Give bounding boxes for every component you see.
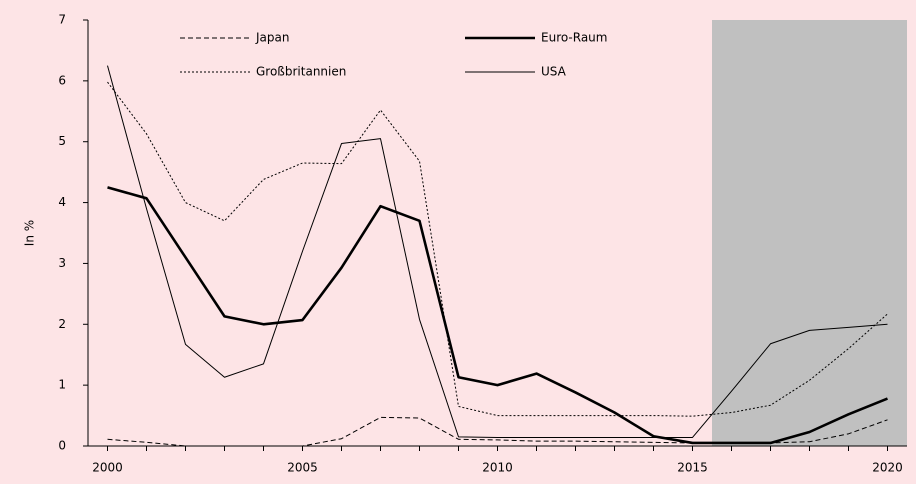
series-line xyxy=(107,81,888,417)
y-tick-label: 0 xyxy=(58,439,66,453)
x-tick-label: 2000 xyxy=(92,461,123,475)
y-tick-label: 1 xyxy=(58,378,66,392)
legend-label: Großbritannien xyxy=(256,65,346,79)
legend-label: Euro-Raum xyxy=(541,31,607,45)
x-tick-label: 2020 xyxy=(872,461,903,475)
series-line xyxy=(107,186,888,445)
legend-label: Japan xyxy=(255,31,289,45)
y-tick-label: 7 xyxy=(58,13,66,27)
y-tick-label: 4 xyxy=(58,195,66,209)
y-tick-label: 6 xyxy=(58,73,66,87)
x-tick-label: 2010 xyxy=(482,461,513,475)
series-line xyxy=(107,65,888,438)
x-tick-label: 2005 xyxy=(287,461,318,475)
x-tick-label: 2015 xyxy=(677,461,708,475)
legend-label: USA xyxy=(541,65,567,79)
series-line xyxy=(107,416,888,447)
y-tick-label: 2 xyxy=(58,317,66,331)
y-tick-label: 5 xyxy=(58,134,66,148)
y-axis-label: In % xyxy=(23,220,37,246)
shaded-region xyxy=(712,20,907,446)
y-tick-label: 3 xyxy=(58,256,66,270)
